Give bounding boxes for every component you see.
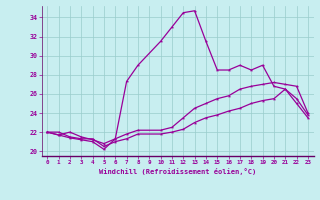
X-axis label: Windchill (Refroidissement éolien,°C): Windchill (Refroidissement éolien,°C): [99, 168, 256, 175]
